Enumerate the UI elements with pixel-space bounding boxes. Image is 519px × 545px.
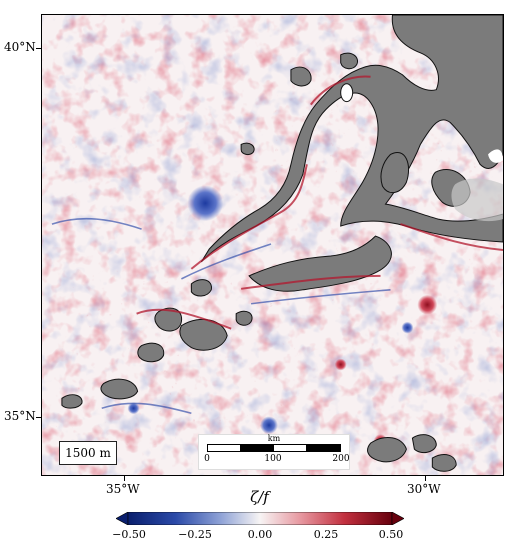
lon-tick-30w [425,476,426,481]
scale-tick-0: 0 [204,454,210,464]
scale-bar-unit: km [267,434,281,443]
lon-label-35w: 35°W [106,482,140,496]
scale-tick-200: 200 [332,454,350,464]
cyclonic-eddy-large [187,185,224,222]
lat-label-35n: 35°N [4,409,36,423]
colorbar-variable-label: ζ/f [250,488,269,506]
colorbar-tick-050: 0.50 [378,528,404,541]
vorticity-map: 1500 m km 0 100 200 [41,14,504,476]
scale-seg-3 [273,444,307,452]
lat-label-40n: 40°N [4,40,36,54]
scale-seg-1 [207,444,241,452]
scale-seg-2 [240,444,274,452]
colorbar [116,512,404,525]
scale-bar: km 0 100 200 [198,434,350,470]
lat-tick-35n [36,417,41,418]
scale-tick-100: 100 [264,454,282,464]
lon-label-30w: 30°W [407,482,441,496]
lat-tick-40n [36,48,41,49]
colorbar-tick-000: 0.00 [247,528,273,541]
lon-tick-35w [124,476,125,481]
depth-label: 1500 m [59,441,117,465]
vorticity-field-svg [42,15,503,475]
colorbar-tick-025: 0.25 [313,528,339,541]
scale-seg-4 [306,444,341,452]
colorbar-tick-neg050: −0.50 [112,528,146,541]
colorbar-tick-neg025: −0.25 [178,528,212,541]
